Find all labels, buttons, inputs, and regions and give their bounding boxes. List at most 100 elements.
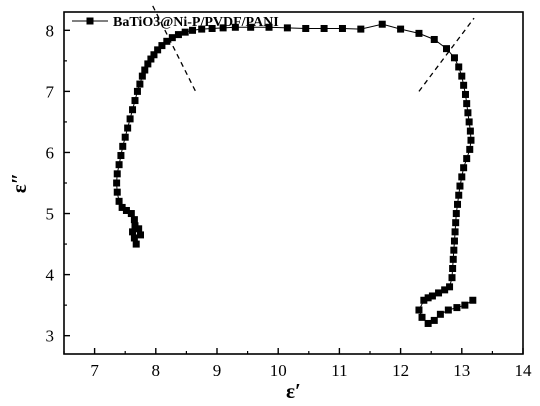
data-point — [122, 206, 130, 214]
data-point — [124, 124, 132, 132]
data-point — [415, 29, 423, 37]
data-point — [208, 24, 216, 32]
data-point — [115, 197, 123, 205]
data-point — [460, 81, 468, 89]
y-tick-label: 6 — [46, 143, 55, 162]
data-point — [130, 216, 138, 224]
data-point — [129, 106, 137, 114]
data-point — [448, 274, 456, 282]
data-point — [131, 222, 139, 230]
data-point — [451, 228, 459, 236]
y-axis-ticks: 3 4 5 6 7 8 — [46, 21, 70, 346]
y-tick-label: 5 — [46, 205, 55, 224]
legend-square-marker — [86, 17, 94, 25]
data-point — [453, 304, 461, 312]
x-tick-label: 13 — [453, 361, 470, 380]
data-point — [231, 23, 239, 31]
data-point — [113, 170, 121, 178]
data-point — [338, 24, 346, 32]
data-point — [119, 142, 127, 150]
data-point — [150, 51, 158, 59]
data-point — [461, 301, 469, 309]
data-point — [444, 306, 452, 314]
data-point — [126, 115, 134, 123]
data-point — [132, 240, 140, 248]
data-point — [129, 228, 137, 236]
data-point — [115, 161, 123, 169]
data-point — [418, 313, 426, 321]
data-point — [415, 306, 423, 314]
data-point — [113, 188, 121, 196]
data-point — [449, 255, 457, 263]
data-point — [450, 237, 458, 245]
plot-frame — [63, 11, 524, 355]
data-point — [181, 28, 189, 36]
data-point — [133, 87, 141, 95]
data-point — [118, 203, 126, 211]
data-point — [449, 265, 457, 272]
x-tick-label: 8 — [152, 361, 161, 380]
x-tick-label: 14 — [515, 361, 533, 380]
data-point — [138, 72, 146, 80]
data-point — [469, 296, 477, 304]
data-point — [174, 31, 182, 39]
dashed-guide-line — [418, 17, 475, 92]
data-point — [144, 60, 152, 68]
data-point — [168, 34, 176, 42]
data-point — [450, 246, 458, 254]
data-point — [420, 296, 428, 304]
data-point — [458, 72, 466, 80]
data-point — [247, 23, 255, 31]
x-tick-label: 12 — [392, 361, 409, 380]
data-point — [450, 54, 458, 62]
data-point — [219, 24, 227, 32]
data-point — [198, 25, 206, 33]
data-point — [463, 100, 471, 108]
data-point — [430, 35, 438, 43]
data-point — [467, 136, 475, 144]
data-point — [463, 155, 471, 163]
y-tick-label: 4 — [46, 266, 55, 285]
x-axis-label: ε′ — [286, 379, 301, 403]
dashed-guide-lines — [152, 5, 475, 92]
data-point — [141, 66, 149, 74]
data-point — [441, 286, 449, 294]
data-point — [456, 182, 464, 190]
data-point — [454, 200, 462, 208]
data-point — [464, 109, 472, 117]
x-tick-label: 11 — [331, 361, 347, 380]
data-point — [466, 145, 474, 153]
data-point — [130, 234, 138, 242]
series-line — [116, 23, 474, 325]
x-tick-label: 10 — [270, 361, 287, 380]
data-point — [283, 24, 291, 32]
data-point — [430, 316, 438, 324]
x-tick-label: 7 — [90, 361, 99, 380]
legend-label: BaTiO3@Ni-P/PVDF/PANI — [113, 15, 279, 30]
data-point — [135, 225, 143, 233]
data-point — [397, 25, 405, 33]
data-point — [428, 292, 436, 300]
data-point — [137, 231, 144, 239]
y-tick-label: 3 — [46, 327, 55, 346]
data-point — [320, 24, 328, 32]
data-point — [446, 283, 454, 291]
series-layer — [113, 20, 477, 327]
data-point — [378, 20, 386, 28]
data-point — [265, 23, 273, 31]
y-tick-label: 8 — [46, 21, 55, 40]
data-point — [461, 90, 469, 98]
data-point — [465, 118, 473, 126]
x-tick-label: 9 — [213, 361, 222, 380]
y-axis-label: ε″ — [7, 173, 31, 194]
data-point — [452, 219, 460, 227]
data-point — [147, 55, 155, 63]
data-point — [117, 152, 125, 160]
data-point — [435, 289, 443, 297]
data-point — [424, 319, 432, 327]
data-point — [460, 164, 468, 172]
data-point — [443, 45, 450, 53]
data-point — [302, 24, 310, 32]
y-tick-label: 7 — [46, 82, 55, 101]
